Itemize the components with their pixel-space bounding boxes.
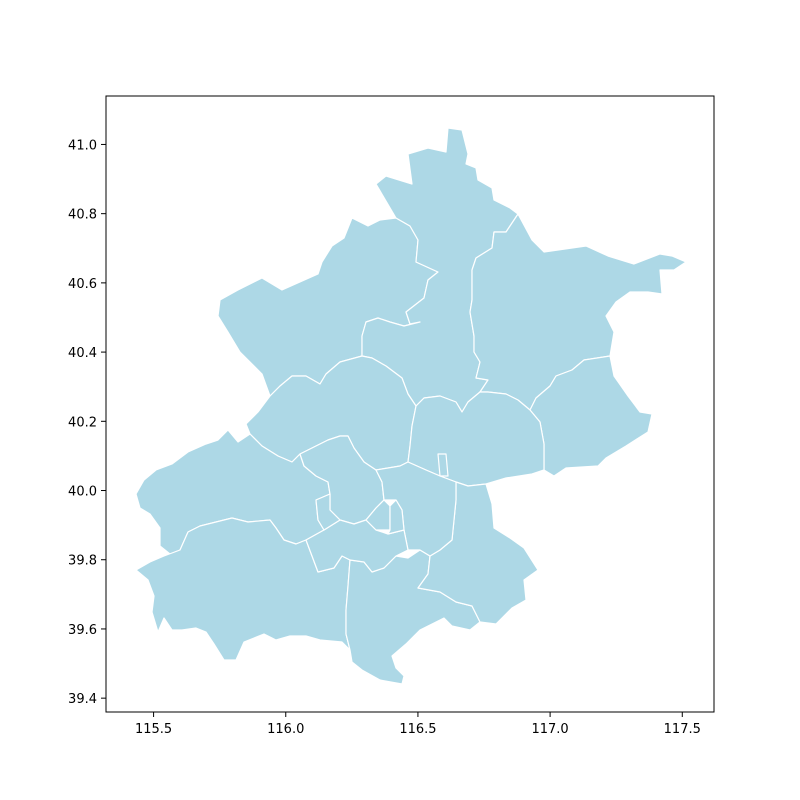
x-axis: 115.5 116.0 116.5 117.0 117.5 <box>135 712 701 737</box>
x-tick-label: 116.5 <box>399 722 436 737</box>
x-tick-label: 117.0 <box>531 722 568 737</box>
y-tick-label: 39.4 <box>68 692 97 707</box>
y-tick-label: 40.4 <box>68 346 97 361</box>
region-fengtai <box>305 519 409 573</box>
axes-frame <box>105 95 715 713</box>
region-pinggu <box>529 355 653 477</box>
y-tick-label: 40.6 <box>68 277 97 292</box>
x-tick-label: 116.0 <box>267 722 304 737</box>
region-dongcheng <box>387 499 405 535</box>
y-tick-label: 39.6 <box>68 623 97 638</box>
x-tick-label: 117.5 <box>664 722 701 737</box>
region-enclave <box>437 453 449 477</box>
y-tick-label: 39.8 <box>68 554 97 569</box>
x-tick-label: 115.5 <box>135 722 172 737</box>
region-shijingshan <box>315 493 341 531</box>
regions-layer <box>135 127 687 685</box>
y-tick-label: 40.2 <box>68 415 97 430</box>
y-tick-label: 40.0 <box>68 485 97 500</box>
y-tick-label: 41.0 <box>68 138 97 153</box>
region-fangshan <box>135 517 351 661</box>
y-tick-label: 40.8 <box>68 208 97 223</box>
region-daxing <box>345 549 481 685</box>
y-axis: 41.0 40.8 40.6 40.4 40.2 40.0 39.8 39.6 39.4 <box>68 138 106 707</box>
